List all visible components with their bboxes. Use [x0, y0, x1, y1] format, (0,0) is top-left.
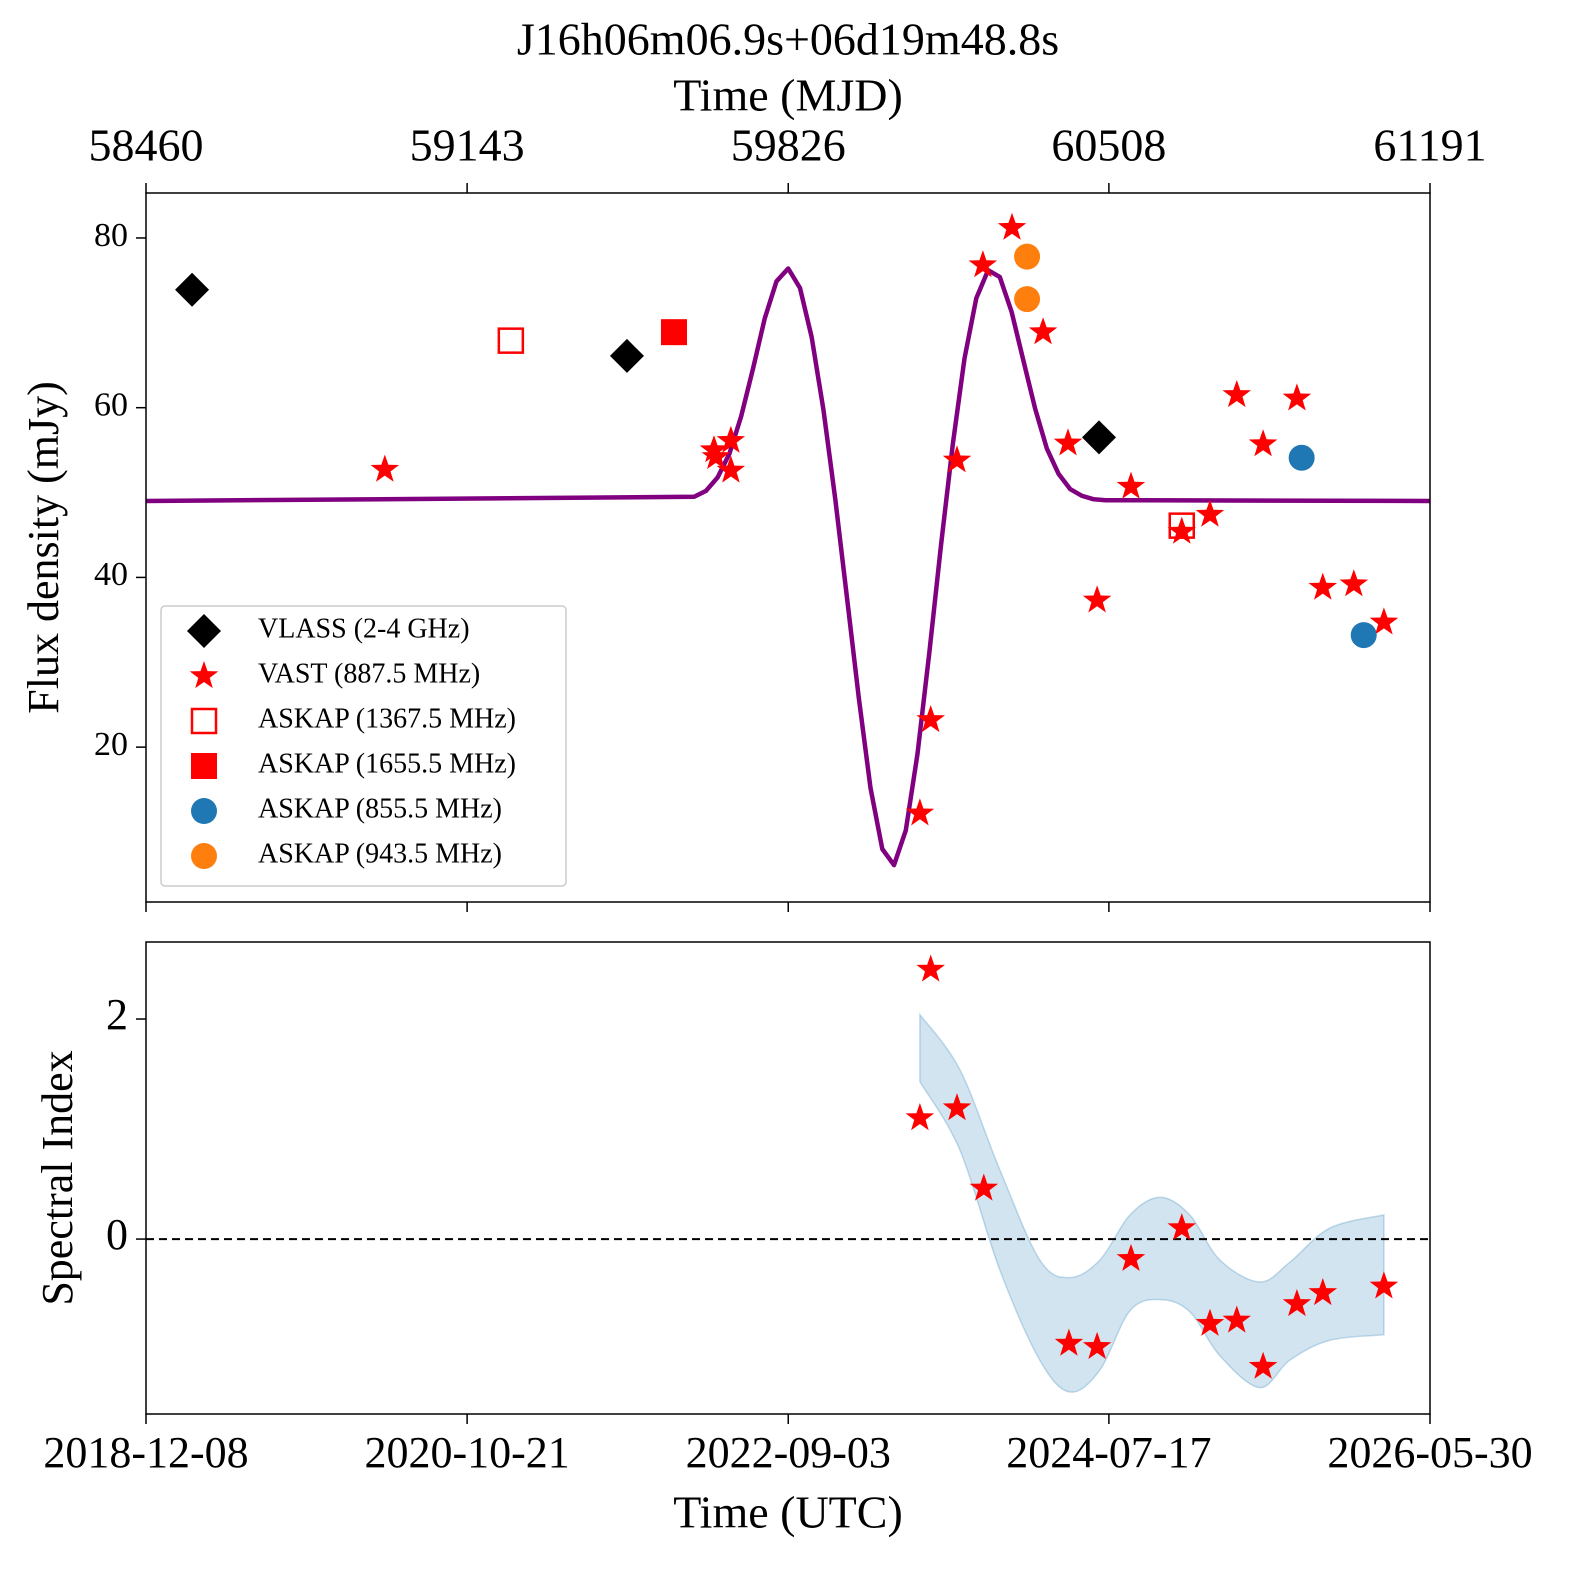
x-tick-label: 2024-07-17: [1006, 1428, 1211, 1477]
data-point: [609, 338, 644, 373]
data-point: [1339, 569, 1369, 597]
data-point: [1116, 471, 1146, 499]
data-point: [1082, 1331, 1112, 1359]
y-tick-label: 0: [106, 1210, 128, 1259]
x-tick-label: 61191: [1373, 120, 1486, 171]
data-point: [1288, 444, 1315, 471]
legend-box: [160, 605, 567, 887]
data-point: [942, 445, 972, 473]
legend-label: ASKAP (1655.5 MHz): [258, 748, 516, 779]
legend-label: ASKAP (855.5 MHz): [258, 793, 502, 824]
x-tick-label: 59826: [731, 120, 846, 171]
data-point: [1082, 585, 1112, 613]
x-axis-label: Time (UTC): [673, 1487, 903, 1538]
data-point: [1082, 420, 1117, 455]
legend-marker: [191, 753, 217, 779]
data-point: [1195, 499, 1225, 527]
data-point: [1248, 1351, 1278, 1379]
data-point: [1195, 1308, 1225, 1336]
data-point: [1369, 607, 1399, 635]
x-tick-label: 2026-05-30: [1327, 1428, 1532, 1477]
legend-label: ASKAP (1367.5 MHz): [258, 703, 516, 734]
data-point: [1308, 1278, 1338, 1306]
model-curve: [145, 266, 1431, 868]
x-tick-label: 2020-10-21: [364, 1428, 569, 1477]
data-point: [1350, 622, 1377, 649]
y-tick-label: 40: [94, 556, 128, 593]
data-point: [716, 425, 746, 453]
data-point: [997, 212, 1027, 240]
data-point: [905, 798, 935, 826]
y-tick-label: 80: [94, 217, 128, 254]
data-point: [1222, 1305, 1251, 1333]
data-point: [175, 272, 210, 307]
data-point: [1167, 516, 1196, 544]
y-tick-label: 60: [94, 386, 128, 423]
data-point: [1369, 1271, 1399, 1299]
legend-marker: [189, 661, 219, 689]
data-point: [1014, 243, 1041, 270]
x-axis-label: Time (MJD): [673, 70, 903, 121]
x-tick-label: 2018-12-08: [43, 1428, 248, 1477]
data-point: [1116, 1243, 1146, 1271]
x-tick-label: 59143: [410, 120, 525, 171]
legend-label: ASKAP (943.5 MHz): [258, 838, 502, 869]
data-point: [1222, 380, 1251, 408]
data-point: [1014, 286, 1041, 313]
data-point: [1054, 1328, 1084, 1356]
data-point: [1248, 429, 1278, 457]
data-point: [497, 327, 525, 354]
chart-title: J16h06m06.9s+06d19m48.8s: [517, 14, 1059, 65]
data-point: [1028, 317, 1058, 345]
data-point: [1308, 572, 1338, 600]
legend-marker: [190, 707, 218, 735]
data-point: [916, 705, 945, 733]
data-point: [1282, 383, 1312, 411]
data-point: [969, 1173, 999, 1201]
data-point: [905, 1103, 935, 1131]
data-point: [370, 454, 400, 482]
legend-label: VAST (887.5 MHz): [258, 658, 480, 689]
data-point: [716, 455, 746, 483]
x-tick-label: 60508: [1051, 120, 1166, 171]
data-point: [1282, 1289, 1312, 1317]
data-point: [701, 441, 731, 469]
legend: VLASS (2-4 GHz) VAST (887.5 MHz) ASKAP (13…: [160, 605, 567, 887]
y-tick-label: 20: [94, 726, 128, 763]
data-point: [942, 1093, 972, 1121]
legend-marker: [191, 798, 217, 824]
data-point: [916, 954, 945, 982]
legend-marker: [191, 843, 217, 869]
y-axis-label: Flux density (mJy): [19, 381, 68, 713]
x-tick-label: 58460: [89, 120, 204, 171]
confidence-band: [919, 1012, 1385, 1393]
x-tick-label: 2022-09-03: [686, 1428, 891, 1477]
data-point: [968, 250, 998, 278]
legend-marker: [187, 614, 221, 648]
data-point: [1167, 1213, 1196, 1241]
legend-label: VLASS (2-4 GHz): [258, 613, 470, 644]
data-point: [1053, 428, 1083, 456]
data-point: [660, 319, 687, 346]
y-tick-label: 2: [106, 990, 128, 1039]
y-axis-label: Spectral Index: [33, 1050, 82, 1305]
data-point: [1168, 512, 1196, 539]
